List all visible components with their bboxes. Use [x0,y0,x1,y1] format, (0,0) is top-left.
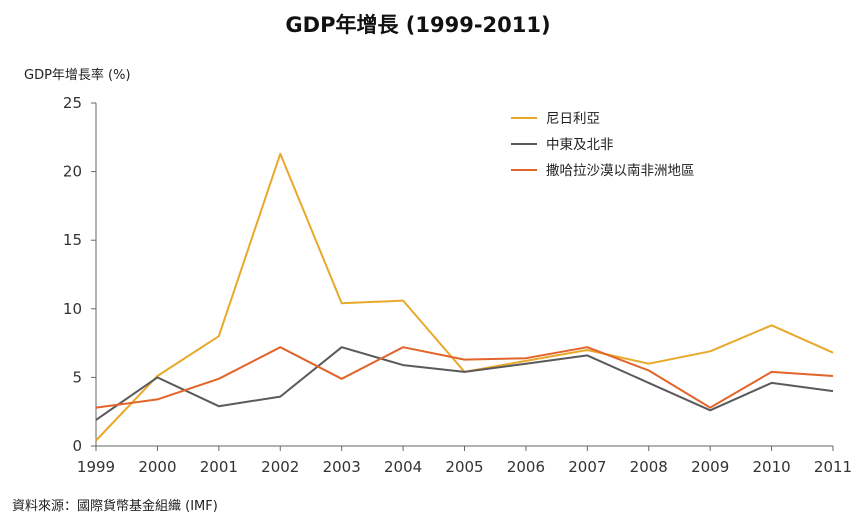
y-tick-label: 10 [63,300,82,318]
x-tick-label: 2003 [323,458,361,476]
x-tick-label: 2002 [261,458,299,476]
legend-label-1: 中東及北非 [546,137,614,153]
series-lines [95,152,834,442]
x-ticks: 1999 2000 2001 2002 2003 2004 2005 2006 2007 2008… [77,446,852,476]
chart-title: GDP年增長 (1999-2011) [285,13,550,37]
x-tick-label: 1999 [77,458,115,476]
series-line-1 [95,346,834,421]
y-tick-label: 5 [72,368,82,386]
x-tick-label: 2006 [507,458,545,476]
series-line-0 [95,152,834,442]
series-line-2 [95,346,834,409]
x-tick-label: 2005 [445,458,483,476]
legend-label-0: 尼日利亞 [546,111,600,127]
x-tick-label: 2000 [138,458,176,476]
x-tick-label: 2009 [691,458,729,476]
source-note: 資料來源：國際貨幣基金組織 (IMF) [12,498,218,514]
y-tick-label: 15 [63,231,82,249]
x-tick-label: 2004 [384,458,422,476]
legend-label-2: 撒哈拉沙漠以南非洲地區 [546,163,695,179]
x-tick-label: 2010 [752,458,790,476]
y-ticks: 0 5 10 15 20 25 [63,94,96,455]
x-tick-label: 2001 [200,458,238,476]
y-tick-label: 20 [63,163,82,181]
x-tick-label: 2007 [568,458,606,476]
y-axis-label: GDP年增長率 (%) [24,67,131,83]
x-tick-label: 2011 [814,458,852,476]
y-tick-label: 25 [63,94,82,112]
x-tick-label: 2008 [630,458,668,476]
axes [95,103,833,447]
y-tick-label: 0 [72,437,82,455]
